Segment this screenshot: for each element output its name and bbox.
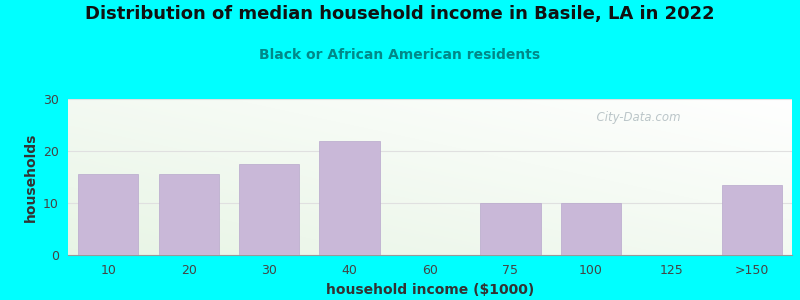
Text: Distribution of median household income in Basile, LA in 2022: Distribution of median household income … [85, 4, 715, 22]
Bar [480, 203, 541, 255]
Y-axis label: households: households [23, 132, 38, 222]
X-axis label: household income ($1000): household income ($1000) [326, 283, 534, 297]
Bar [239, 164, 299, 255]
Text: City-Data.com: City-Data.com [590, 112, 681, 124]
Bar [78, 174, 138, 255]
Bar [319, 141, 380, 255]
Bar [561, 203, 621, 255]
Bar [722, 185, 782, 255]
Bar [158, 174, 219, 255]
Text: Black or African American residents: Black or African American residents [259, 48, 541, 62]
